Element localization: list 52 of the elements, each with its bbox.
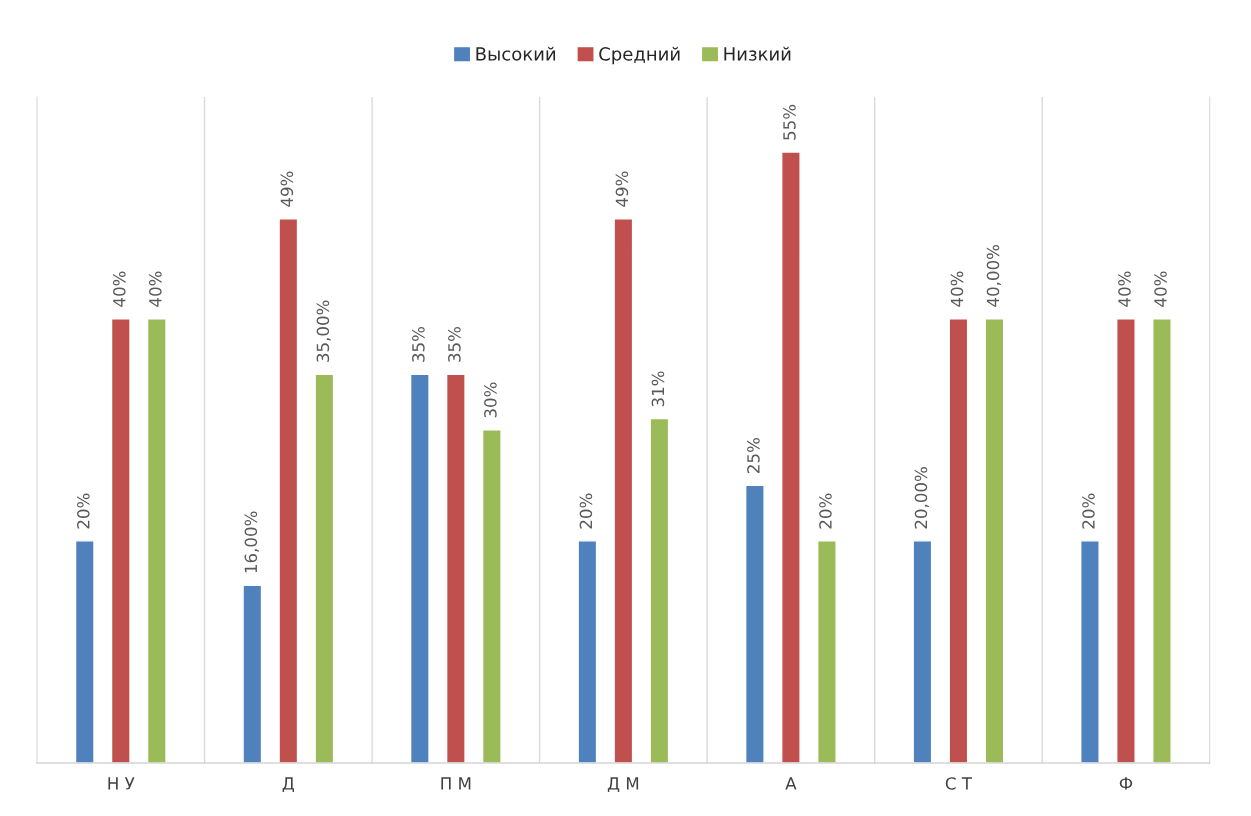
- bar: [948, 317, 969, 763]
- data-label: 31%: [651, 371, 665, 407]
- bar: [649, 417, 670, 763]
- data-label: 20,00%: [914, 467, 929, 529]
- bar: [744, 484, 765, 763]
- data-label: 40,00%: [986, 244, 1001, 307]
- bar: [912, 540, 933, 763]
- bar: [817, 540, 837, 763]
- bar: [481, 429, 502, 763]
- data-label: 16,00%: [244, 511, 259, 573]
- bar: [984, 317, 1005, 763]
- data-label: 40%: [1118, 271, 1131, 307]
- data-label: 49%: [280, 171, 294, 207]
- x-tick-label: Ф: [1119, 777, 1133, 790]
- legend-label: Средний: [599, 46, 680, 65]
- x-tick-label: С Т: [945, 777, 973, 790]
- data-label: 35,00%: [316, 300, 331, 362]
- data-label: 40%: [149, 271, 162, 307]
- bar: [577, 540, 598, 763]
- x-tick-label: Д М: [607, 777, 639, 793]
- data-label: 20%: [77, 493, 90, 529]
- bar: [278, 218, 299, 763]
- bar: [146, 317, 167, 763]
- bar: [74, 540, 95, 763]
- data-label: 49%: [615, 171, 629, 207]
- bar: [1152, 317, 1172, 763]
- bar: [780, 151, 801, 763]
- data-label: 30%: [484, 382, 497, 418]
- data-label: 40%: [113, 271, 126, 307]
- legend-label: Низкий: [724, 46, 791, 61]
- data-label: 55%: [783, 104, 796, 140]
- bar: [110, 317, 131, 763]
- bar: [409, 373, 430, 763]
- bar: [242, 584, 263, 763]
- bar: [1080, 540, 1100, 763]
- legend-label: Высокий: [476, 46, 556, 61]
- data-label: 25%: [747, 438, 760, 473]
- x-tick-label: Н У: [108, 777, 135, 790]
- x-tick-label: А: [785, 777, 797, 790]
- x-tick-label: Д: [282, 777, 295, 793]
- data-label: 20%: [819, 493, 832, 529]
- data-label: 35%: [448, 326, 461, 362]
- bar: [445, 373, 466, 763]
- x-tick-label: П М: [441, 777, 471, 790]
- data-label: 40%: [1154, 271, 1167, 307]
- data-label: 40%: [950, 271, 964, 307]
- bar: [1116, 317, 1136, 763]
- data-label: 20%: [1082, 493, 1095, 529]
- bar: [314, 373, 335, 763]
- bar: [613, 218, 634, 763]
- data-label: 35%: [412, 326, 425, 362]
- data-label: 20%: [579, 493, 593, 529]
